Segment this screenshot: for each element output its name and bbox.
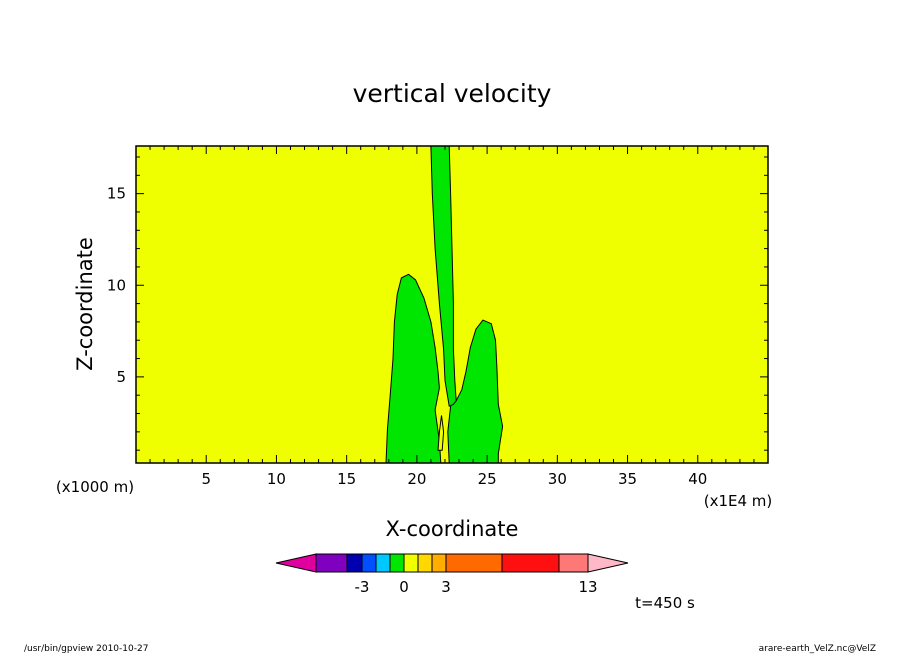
contour-left-cell bbox=[385, 273, 442, 464]
colorbar-swatch bbox=[445, 553, 503, 573]
colorbar-label: 3 bbox=[441, 578, 451, 596]
colorbar-swatch bbox=[587, 553, 629, 573]
contour-updraft-column bbox=[430, 145, 457, 407]
colorbar-swatch bbox=[431, 553, 447, 573]
colorbar-swatch bbox=[501, 553, 560, 573]
colorbar-swatch bbox=[315, 553, 348, 573]
colorbar-label: 13 bbox=[578, 578, 597, 596]
x-axis-label: X-coordinate bbox=[386, 517, 519, 541]
y-tick-label: 15 bbox=[107, 185, 126, 203]
colorbar-swatch bbox=[389, 553, 405, 573]
x-tick-label: 10 bbox=[267, 470, 286, 488]
colorbar bbox=[275, 553, 629, 573]
x-tick-label: 40 bbox=[688, 470, 707, 488]
y-axis-label: Z-coordinate bbox=[73, 237, 97, 371]
colorbar-swatch bbox=[346, 553, 363, 573]
y-tick-label: 10 bbox=[107, 276, 126, 294]
colorbar-swatch bbox=[558, 553, 589, 573]
colorbar-label: -3 bbox=[355, 578, 370, 596]
y-tick-label: 5 bbox=[116, 368, 126, 386]
x-tick-label: 5 bbox=[201, 470, 211, 488]
colorbar-label: 0 bbox=[399, 578, 409, 596]
colorbar-swatch bbox=[275, 553, 317, 573]
colorbar-labels: -3 0 3 13 bbox=[355, 578, 598, 596]
colorbar-swatch bbox=[375, 553, 391, 573]
x-tick-label: 25 bbox=[478, 470, 497, 488]
x-unit-left: (x1000 m) bbox=[56, 478, 134, 496]
colorbar-swatch bbox=[417, 553, 433, 573]
x-tick-label: 15 bbox=[337, 470, 356, 488]
x-tick-label: 20 bbox=[407, 470, 426, 488]
colorbar-swatch bbox=[403, 553, 419, 573]
chart-title: vertical velocity bbox=[353, 79, 552, 108]
x-tick-label: 35 bbox=[618, 470, 637, 488]
footer-left: /usr/bin/gpview 2010-10-27 bbox=[24, 644, 148, 654]
plot-area: 5 10 15 20 25 30 35 40 5 10 15 bbox=[107, 145, 769, 488]
footer-right: arare-earth_VelZ.nc@VelZ bbox=[759, 644, 876, 654]
x-tick-label: 30 bbox=[548, 470, 567, 488]
contour-small-core bbox=[437, 415, 445, 451]
colorbar-swatch bbox=[361, 553, 377, 573]
x-unit-right: (x1E4 m) bbox=[704, 492, 773, 510]
plot-frame bbox=[135, 145, 769, 464]
time-label: t=450 s bbox=[635, 594, 695, 612]
